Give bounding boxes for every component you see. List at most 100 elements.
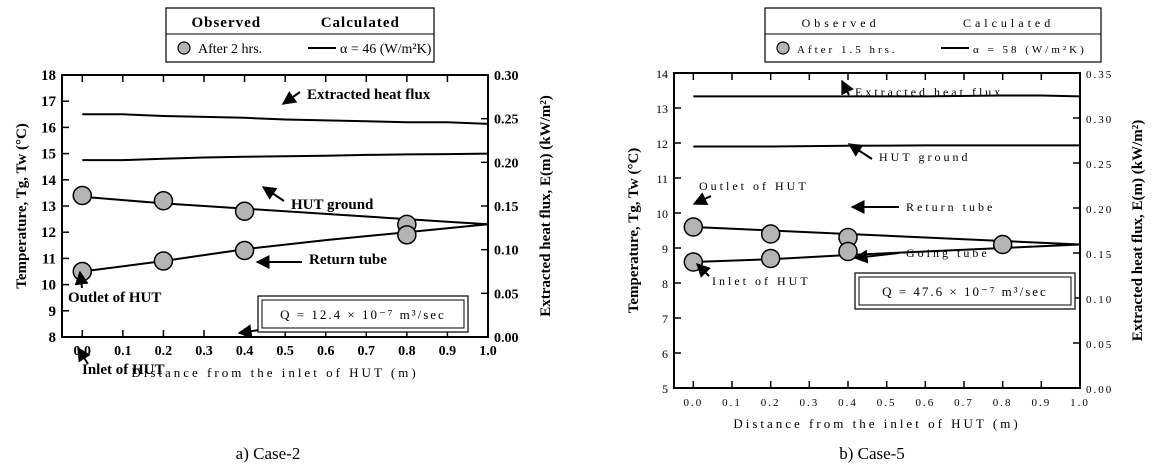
y-tick-label: 9: [662, 242, 668, 256]
series-line-going-tube: [693, 243, 1081, 263]
y2-tick-label: 0.05: [494, 287, 519, 302]
x-tick-label: 0.9: [1031, 397, 1051, 409]
observed-points: [683, 217, 1013, 272]
y2-tick-label: 0.00: [494, 331, 519, 346]
annotation-arrow: [281, 91, 301, 105]
flow-box-outer: [854, 272, 1076, 310]
y-tick-label: 10: [41, 278, 56, 294]
flow-box-inner: [261, 299, 465, 329]
y-tick-label: 12: [41, 225, 56, 241]
y-tick-label: 14: [41, 173, 57, 189]
series-line-going-tube: [82, 223, 489, 273]
y2-tick-label: 0.00: [1086, 384, 1113, 396]
x-axis-ticks: 0.0 0.1 0.2 0.3 0.4 0.5 0.6 0.7 0.8 0.9 1.0: [74, 75, 497, 359]
x-tick-label: 0.9: [439, 344, 457, 359]
x-tick-label: 0.1: [114, 344, 132, 359]
x-tick-label: 0.1: [722, 397, 742, 409]
y2-tick-label: 0.25: [494, 113, 519, 128]
y2-tick-label: 0.10: [494, 244, 519, 259]
y-axis-label: Temperature, Tg, Tw (°C): [14, 123, 30, 289]
observed-point: [838, 241, 858, 262]
annotation-arrow: [841, 79, 854, 96]
y2-axis-label: Extracted heat flux, E(m) (kW/m²): [1130, 120, 1146, 342]
y2-tick-label: 0.25: [1086, 159, 1113, 171]
legend-calculated-label: α = 46 (W/m²K): [340, 42, 432, 57]
observed-point: [153, 191, 174, 211]
y-tick-label: 15: [41, 147, 56, 163]
y-tick-label: 18: [41, 68, 56, 84]
y-tick-label: 6: [662, 347, 668, 361]
legend-box: [764, 7, 1102, 63]
observed-point: [72, 261, 93, 282]
series-line-return-tube: [693, 226, 1081, 246]
observed-point: [760, 224, 781, 244]
x-tick-label: 1.0: [479, 344, 497, 359]
observed-point: [234, 201, 255, 221]
y2-axis-label: Extracted heat flux, E(m) (kW/m²): [538, 95, 554, 317]
x-tick-label: 0.4: [838, 397, 858, 409]
y-axis-ticks: 5 6 7 8 9 10 11 12 13 14: [656, 67, 681, 396]
annotation-label: Outlet of HUT: [68, 290, 161, 306]
y-tick-label: 11: [656, 172, 668, 186]
series-line-return-tube: [82, 195, 489, 226]
annotation-arrow: [696, 263, 711, 278]
annotation-label: HUT ground: [879, 150, 970, 164]
flow-box-outer: [257, 295, 469, 333]
x-tick-label: 0.4: [236, 344, 254, 359]
x-tick-label: 0.7: [954, 397, 974, 409]
legend-observed-marker: [177, 41, 191, 55]
x-tick-label: 0.8: [993, 397, 1013, 409]
annotation-arrow: [74, 270, 89, 289]
x-tick-label: 0.7: [358, 344, 376, 359]
x-tick-label: 0.6: [317, 344, 335, 359]
annotation-label: Extracted heat flux: [307, 87, 431, 103]
annotation-label: Extracted heat flux: [855, 85, 1003, 99]
x-tick-label: 0.5: [877, 397, 897, 409]
observed-point: [683, 252, 704, 272]
chart-panel-2: 0.0 0.1 0.2 0.3 0.4 0.5 0.6 0.7 0.8 0.9 1.0 5 6 7 8 9 10…: [626, 7, 1146, 463]
annotation-label: Return tube: [906, 200, 995, 214]
x-tick-label: 0.2: [155, 344, 173, 359]
y2-tick-label: 0.15: [494, 200, 519, 215]
y-tick-label: 11: [42, 251, 56, 267]
x-tick-label: 0.5: [276, 344, 294, 359]
flow-rate-box: Q = 47.6 × 10⁻⁷ m³/sec: [854, 272, 1076, 310]
series-line-hut-ground: [82, 152, 489, 162]
annotation-arrow: [77, 346, 91, 365]
legend: Observed Calculated After 2 hrs. α = 46 (W/…: [165, 7, 435, 63]
annotation-label: Inlet of HUT: [82, 362, 165, 378]
annotation-label: Going tube: [906, 246, 990, 260]
observed-point: [992, 234, 1013, 255]
flow-rate-label: Q = 47.6 × 10⁻⁷ m³/sec: [882, 284, 1048, 299]
annotation-label: Return tube: [309, 252, 387, 268]
y-tick-label: 16: [41, 120, 57, 136]
x-tick-label: 0.6: [915, 397, 935, 409]
annotation-label: Outlet of HUT: [699, 179, 809, 193]
x-tick-label: 0.0: [74, 344, 92, 359]
y2-tick-label: 0.15: [1086, 249, 1113, 261]
x-tick-label: 0.0: [683, 397, 703, 409]
x-axis-ticks: 0.0 0.1 0.2 0.3 0.4 0.5 0.6 0.7 0.8 0.9 1.0: [683, 73, 1090, 409]
x-axis-label: Distance from the inlet of HUT (m): [733, 416, 1020, 431]
legend-calculated-heading: Calculated: [321, 15, 400, 31]
annotation-label: Inlet of HUT: [712, 274, 811, 288]
legend-calculated-heading: Calculated: [963, 16, 1054, 30]
x-tick-label: 0.2: [761, 397, 781, 409]
y2-tick-label: 0.30: [494, 69, 519, 84]
flow-box-inner: [858, 276, 1072, 306]
y-tick-label: 12: [656, 137, 668, 151]
annotation-arrow: [261, 186, 285, 202]
observed-point: [760, 248, 781, 269]
legend-observed-label: After 2 hrs.: [198, 42, 262, 57]
annotation-label: HUT ground: [291, 197, 374, 213]
figure-caption: b) Case-5: [839, 444, 905, 463]
y-tick-label: 5: [662, 382, 668, 396]
x-tick-label: 1.0: [1070, 397, 1090, 409]
observed-point: [72, 185, 93, 206]
annotation-arrow: [853, 249, 900, 264]
y-tick-label: 13: [41, 199, 56, 215]
y-tick-label: 8: [49, 330, 57, 346]
y-tick-label: 10: [656, 207, 668, 221]
observed-point: [683, 217, 704, 237]
y2-tick-label: 0.05: [1086, 339, 1113, 351]
